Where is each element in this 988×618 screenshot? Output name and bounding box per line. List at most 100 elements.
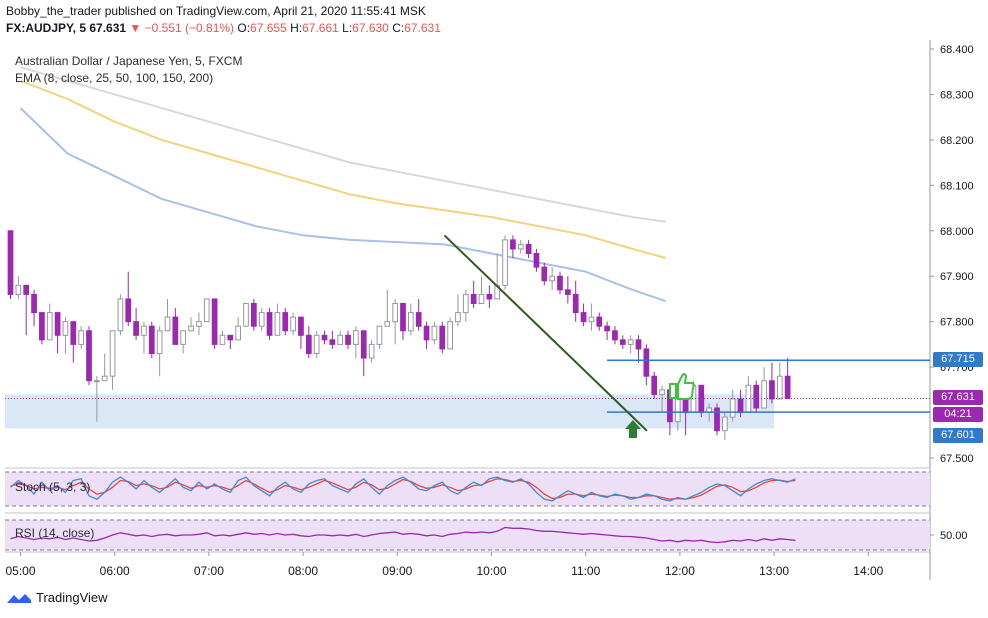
candle-body <box>737 398 744 414</box>
candle-body <box>769 380 775 400</box>
candle-body <box>305 334 312 354</box>
candle-body <box>31 293 37 314</box>
candle-body <box>564 289 571 295</box>
candle-body <box>313 334 320 354</box>
candle-down <box>714 403 720 436</box>
candle-body <box>455 312 461 323</box>
rsi-legend[interactable]: RSI (14, close) <box>15 526 95 540</box>
last-price-tag: 67.631 <box>933 390 983 406</box>
candle-down <box>133 308 139 340</box>
candle-body <box>23 284 30 295</box>
candle-down <box>54 312 61 354</box>
candle-body <box>78 330 85 345</box>
candle-body <box>62 321 69 336</box>
candle-down <box>596 312 603 331</box>
candle-down <box>298 316 304 349</box>
candle-body <box>329 339 336 345</box>
candle-down <box>415 298 422 331</box>
high-value: 67.661 <box>302 21 339 35</box>
candle-body <box>282 312 289 332</box>
candle-down <box>23 284 30 336</box>
time-tick-label: 10:00 <box>476 564 506 578</box>
support-price-tag: 67.601 <box>933 428 983 444</box>
time-tick-label: 06:00 <box>100 564 130 578</box>
candle-up <box>219 330 226 345</box>
candle-body <box>549 275 556 282</box>
candle-body <box>258 312 265 327</box>
time-tick-label: 08:00 <box>288 564 318 578</box>
candle-body <box>164 316 171 332</box>
candle-body <box>392 302 399 323</box>
candle-body <box>478 293 485 304</box>
candle-body <box>714 407 720 432</box>
candle-down <box>86 326 92 386</box>
candle-body <box>627 339 634 345</box>
candle-body <box>133 321 139 336</box>
candle-down <box>172 308 179 345</box>
candle-down <box>266 308 273 340</box>
candle-body <box>180 330 187 345</box>
price-tick-label: 67.800 <box>940 317 974 329</box>
chart-title[interactable]: Australian Dollar / Japanese Yen, 5, FXC… <box>15 54 243 68</box>
candle-down <box>510 235 516 259</box>
stoch-band <box>5 472 930 506</box>
candle-body <box>776 375 783 400</box>
candle-up <box>313 330 320 359</box>
candle-body <box>462 293 469 314</box>
candle-body <box>203 298 210 323</box>
low-value: 67.630 <box>352 21 389 35</box>
buy-arrow-icon <box>625 420 641 438</box>
ema-200-line <box>20 66 666 223</box>
candle-body <box>141 325 147 336</box>
candle-body <box>400 302 406 332</box>
candle-body <box>470 293 477 304</box>
change-value: ▼ −0.551 (−0.81%) <box>129 21 235 35</box>
candle-up <box>274 303 281 336</box>
time-tick-label: 09:00 <box>382 564 412 578</box>
candle-up <box>384 289 391 327</box>
candle-body <box>172 316 179 345</box>
candle-up <box>188 317 194 332</box>
candle-body <box>635 339 642 350</box>
candle-body <box>525 243 532 255</box>
last-value: 67.631 <box>89 21 127 35</box>
candle-body <box>109 330 116 377</box>
candle-up <box>761 367 767 409</box>
candle-down <box>423 321 430 349</box>
candle-up <box>109 330 116 390</box>
candle-down <box>211 298 218 349</box>
candle-body <box>619 339 626 345</box>
ema-150-line <box>20 79 667 259</box>
candle-body <box>101 375 108 382</box>
candle-up <box>455 294 461 327</box>
candle-body <box>541 266 548 282</box>
tradingview-footer[interactable]: TradingView <box>6 590 108 605</box>
candle-body <box>360 330 367 359</box>
candle-body <box>580 312 587 323</box>
candle-down <box>321 330 328 345</box>
candle-body <box>384 321 391 327</box>
time-tick-label: 07:00 <box>194 564 224 578</box>
candle-body <box>415 312 422 327</box>
stoch-k-line <box>10 476 796 502</box>
candle-body <box>337 334 344 345</box>
ema-legend[interactable]: EMA (8, close, 25, 50, 100, 150, 200) <box>15 71 214 85</box>
ema-100-line <box>19 107 667 303</box>
candle-body <box>117 298 124 332</box>
candle-body <box>596 316 603 327</box>
candle-body <box>510 239 516 250</box>
stoch-legend[interactable]: Stoch (5, 3, 3) <box>15 480 91 494</box>
time-tick-label: 11:00 <box>571 564 600 578</box>
candle-up <box>431 321 438 345</box>
candle-body <box>235 325 242 341</box>
time-tick-label: 05:00 <box>5 564 35 578</box>
candle-body <box>447 321 453 350</box>
symbol-label[interactable]: FX:AUDJPY, 5 <box>6 21 87 35</box>
candle-up <box>258 308 265 331</box>
candle-body <box>651 375 658 395</box>
candle-body <box>274 312 281 336</box>
price-tick-label: 68.000 <box>940 226 974 238</box>
candle-body <box>54 312 61 336</box>
candle-up <box>290 312 296 336</box>
